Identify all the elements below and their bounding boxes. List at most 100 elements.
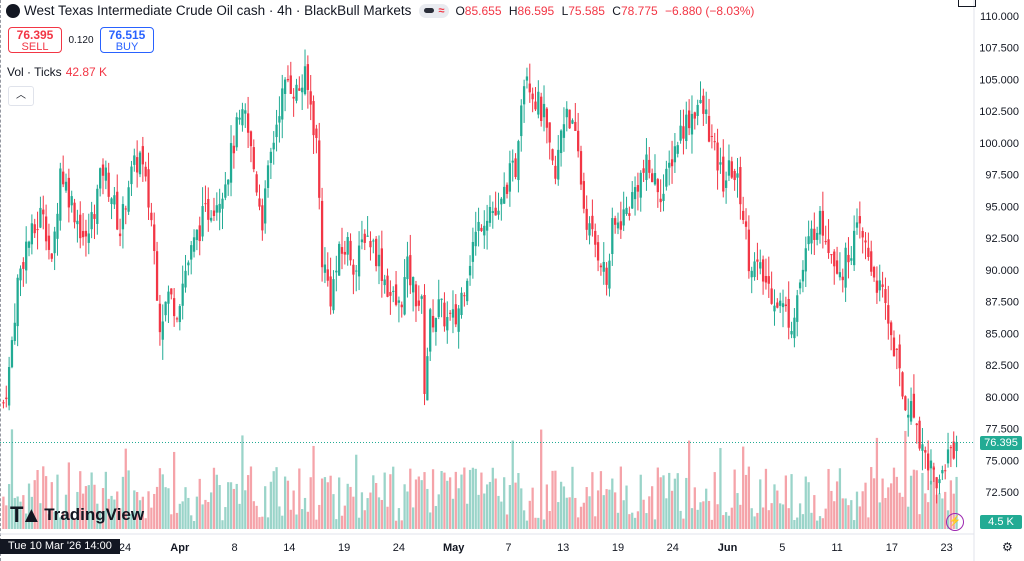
volume-bar <box>608 489 611 529</box>
collapse-legend-button[interactable]: ︿ <box>8 86 34 106</box>
candle-body <box>204 203 207 205</box>
volume-bar <box>116 491 119 529</box>
maximize-corner-icon[interactable] <box>958 0 976 7</box>
candle-body <box>392 290 395 292</box>
volume-bar <box>181 501 184 529</box>
volume-bar <box>770 503 773 529</box>
volume-bars <box>2 429 958 529</box>
candle-body <box>258 198 261 207</box>
volume-bar <box>557 502 560 529</box>
volume-bar <box>747 466 751 529</box>
volume-bar <box>898 492 901 529</box>
candle-body <box>155 251 159 301</box>
candle-body <box>485 220 489 231</box>
volume-bar <box>70 516 73 529</box>
lightning-icon[interactable]: ⚡ <box>946 513 964 531</box>
volume-bar <box>545 484 549 529</box>
candle-body <box>907 414 910 418</box>
volume-bar <box>804 476 807 529</box>
volume-bar <box>318 504 321 529</box>
volume-bar <box>301 509 304 529</box>
candle-body <box>699 99 702 104</box>
volume-bar <box>147 491 150 529</box>
volume-bar <box>235 483 238 529</box>
volume-bar <box>357 517 361 529</box>
volume-bar <box>283 476 287 529</box>
volume-bar <box>582 502 585 529</box>
symbol-logo-icon[interactable] <box>6 3 20 18</box>
volume-bar <box>110 495 113 529</box>
volume-bar <box>463 467 466 529</box>
volume-bar <box>628 514 631 529</box>
volume-bar <box>705 488 708 529</box>
candle-body <box>594 230 597 245</box>
volume-bar <box>178 503 181 529</box>
candle-body <box>602 261 605 272</box>
candle-body <box>642 168 645 173</box>
candle-body <box>596 242 600 261</box>
candle-body <box>767 276 770 284</box>
volume-bar <box>457 488 460 529</box>
candle-body <box>42 209 45 215</box>
volume-bar <box>787 508 790 529</box>
volume-bar <box>719 448 722 529</box>
candle-body <box>599 265 603 268</box>
time-tick-label: 11 <box>831 542 842 554</box>
volume-bar <box>278 506 281 529</box>
volume-bar <box>599 471 603 529</box>
volume-bar <box>790 474 793 529</box>
volume-bar <box>246 475 250 529</box>
candle-body <box>503 186 506 204</box>
candle-body <box>551 149 554 161</box>
candle-body <box>650 173 654 183</box>
visibility-toggle[interactable]: ≈ <box>419 3 450 18</box>
candle-body <box>574 121 577 131</box>
candle-body <box>491 211 494 214</box>
candle-body <box>833 251 836 267</box>
candle-body <box>949 447 953 449</box>
candle-body <box>170 288 173 295</box>
time-tick-label: 13 <box>557 542 569 554</box>
volume-bar <box>414 479 418 529</box>
sell-button[interactable]: 76.395 SELL <box>8 27 62 53</box>
volume-value: 42.87 K <box>65 65 108 79</box>
candle-body <box>534 101 537 110</box>
candle-body <box>673 146 677 163</box>
candle-body <box>329 276 332 307</box>
volume-bar <box>218 485 221 529</box>
candle-body <box>198 225 201 242</box>
candle-body <box>545 108 549 128</box>
current-price-label: 76.395 <box>980 436 1022 450</box>
volume-bar <box>22 495 25 529</box>
volume-bar <box>19 501 22 529</box>
volume-bar <box>340 515 344 529</box>
volume-bar <box>870 467 873 529</box>
volume-bar <box>326 482 329 529</box>
candle-body <box>338 243 341 276</box>
volume-bar <box>625 485 628 529</box>
volume-bar <box>33 480 36 529</box>
volume-bar <box>315 519 318 529</box>
candle-body <box>138 152 142 175</box>
buy-button[interactable]: 76.515 BUY <box>100 27 154 53</box>
volume-bar <box>537 517 540 529</box>
volume-bar <box>13 497 16 529</box>
candle-body <box>22 262 25 269</box>
tradingview-logo[interactable]: T▲ TradingView <box>10 502 144 528</box>
candle-body <box>440 298 443 300</box>
candle-body <box>355 270 358 272</box>
volume-bar <box>605 489 608 529</box>
volume-bar <box>207 502 210 529</box>
volume-bar <box>710 519 714 529</box>
candle-body <box>218 203 221 213</box>
volume-legend[interactable]: Vol · Ticks 42.87 K <box>7 65 107 79</box>
candle-body <box>693 112 696 119</box>
candle-body <box>522 86 526 105</box>
symbol-title[interactable]: West Texas Intermediate Crude Oil cash ·… <box>24 3 412 18</box>
candle-body <box>858 216 861 224</box>
candle-body <box>326 269 329 281</box>
candle-body <box>687 110 691 129</box>
candle-body <box>463 295 466 297</box>
settings-gear-icon[interactable]: ⚙ <box>1002 540 1013 554</box>
